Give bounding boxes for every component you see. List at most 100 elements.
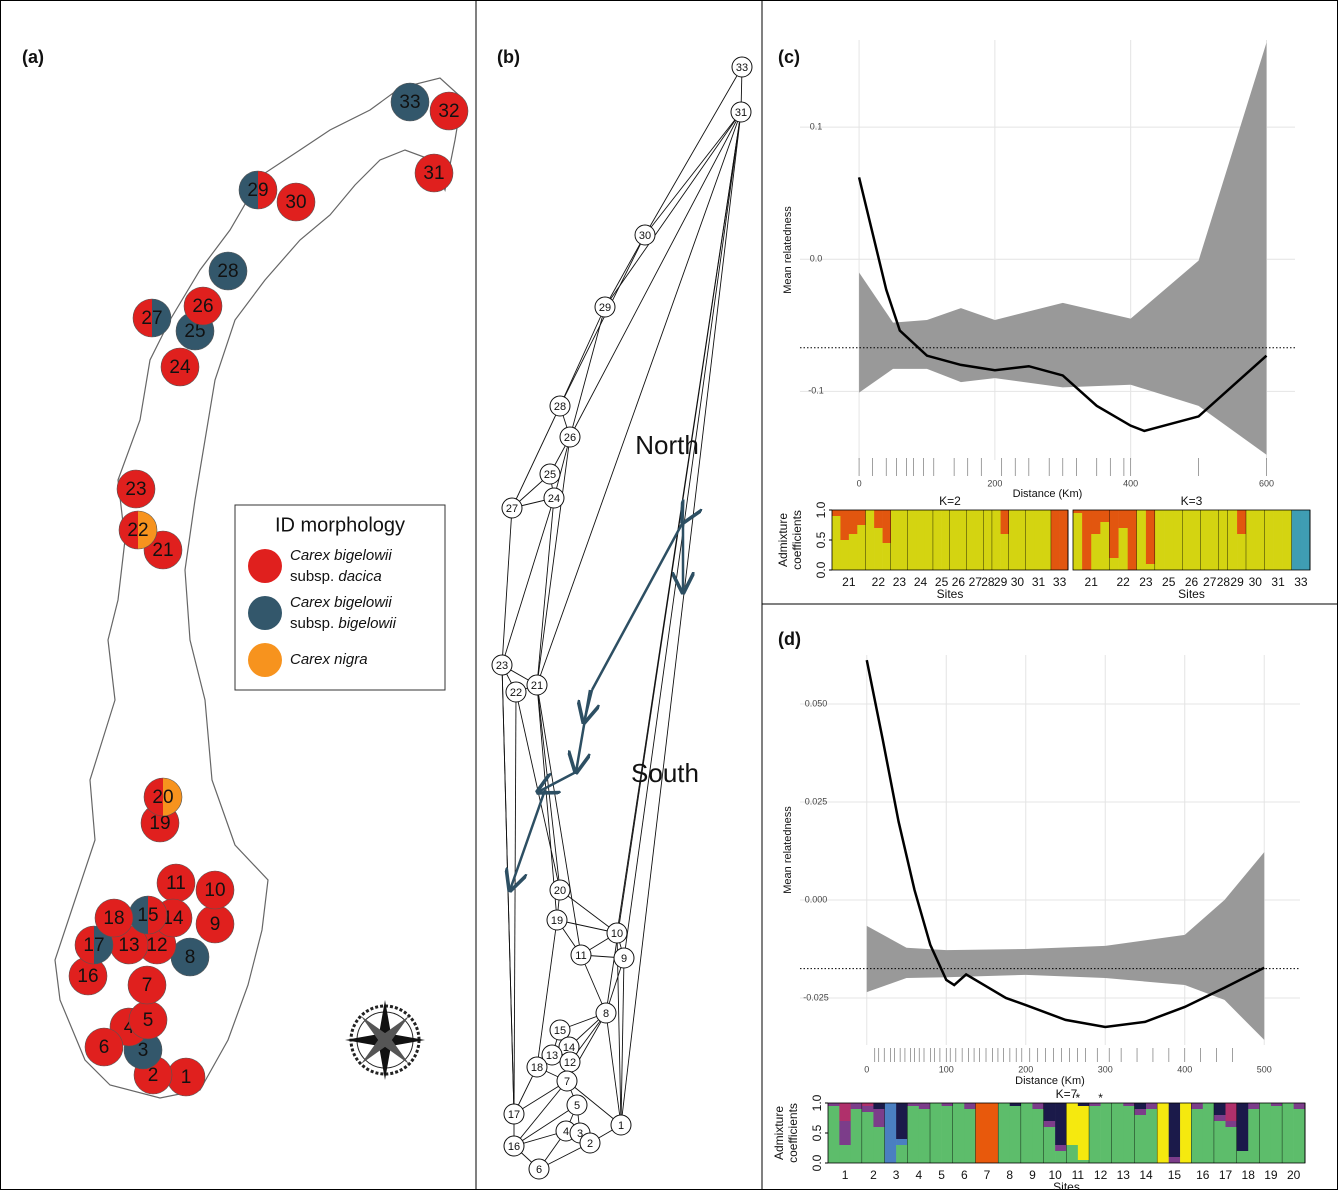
x-axis-label: Sites	[1178, 587, 1205, 601]
site-label: 17	[83, 935, 104, 956]
admixture-segment	[1226, 1121, 1238, 1127]
admixture-segment	[1192, 510, 1201, 570]
node-label: 29	[599, 302, 611, 314]
node-label: 2	[587, 1138, 593, 1150]
admixture-segment	[1032, 1103, 1044, 1109]
admixture-segment	[1078, 1106, 1090, 1160]
admixture-segment	[1100, 522, 1109, 570]
network-edges	[502, 67, 742, 1169]
admixture-segment	[883, 510, 892, 543]
admixture-segment	[885, 1103, 897, 1163]
admixture-segment	[1001, 510, 1010, 534]
admixture-segment	[1128, 510, 1137, 570]
site-label: 22	[872, 575, 886, 589]
admixture-segment	[1237, 1151, 1249, 1163]
x-tick-label: 400	[1177, 1064, 1192, 1074]
admixture-segment	[1301, 510, 1310, 570]
admixture-segment	[964, 1109, 976, 1163]
admixture-segment	[1155, 510, 1164, 570]
panel-label: (c)	[778, 47, 800, 67]
admixture-segment	[1219, 510, 1228, 570]
site-label: 27	[1203, 575, 1217, 589]
x-tick-label: 100	[939, 1064, 954, 1074]
admixture-segment	[1055, 1145, 1067, 1151]
admixture-segment	[1109, 558, 1118, 570]
y-tick-label: 0.025	[805, 796, 828, 806]
admixture-segment	[1021, 1103, 1033, 1163]
legend-rank: subsp.	[290, 568, 334, 585]
admixture-segment	[1169, 1157, 1181, 1163]
node-label: 24	[548, 493, 560, 505]
site-label: 33	[1294, 575, 1308, 589]
legend-subspecies: dacica	[338, 568, 381, 585]
admixture-segment	[849, 534, 858, 570]
admixture-segment	[896, 1139, 908, 1145]
node-label: 7	[564, 1076, 570, 1088]
node-label: 6	[536, 1164, 542, 1176]
admixture-segment	[1009, 510, 1018, 570]
network-edge	[606, 112, 741, 1013]
y-tick-label: 0.050	[805, 698, 828, 708]
y-tick-label: -0.1	[808, 386, 824, 396]
legend-subspecies: bigelowii	[338, 615, 396, 632]
site-label: 15	[1168, 1168, 1182, 1182]
admixture-title: K=2	[939, 494, 961, 508]
x-tick-label: 500	[1257, 1064, 1272, 1074]
admixture-segment	[1055, 1103, 1067, 1145]
y-tick-label: 0.1	[810, 122, 823, 132]
admixture-segment	[1091, 534, 1100, 570]
admixture-segment	[1248, 1103, 1260, 1109]
admixture-segment	[1044, 1127, 1056, 1163]
admixture-segment	[1044, 1121, 1056, 1127]
legend-marker	[248, 549, 282, 583]
site-label: 2	[870, 1168, 877, 1182]
admixture-segment	[1017, 510, 1026, 570]
admixture-segment	[925, 510, 934, 570]
admixture-segment	[891, 510, 900, 570]
admixture-segment	[942, 1103, 954, 1106]
x-tick-label: 600	[1259, 478, 1274, 488]
site-label: 15	[137, 905, 158, 926]
site-label: 29	[247, 180, 268, 201]
admixture-segment	[883, 543, 892, 570]
admixture-segment	[1078, 1160, 1090, 1163]
admixture-segment	[828, 1103, 840, 1106]
node-label: 31	[735, 107, 747, 119]
site-label: 18	[103, 908, 124, 929]
admixture-segment	[896, 1103, 908, 1139]
network-edge	[605, 235, 645, 307]
legend-marker	[248, 643, 282, 677]
site-label: 19	[149, 813, 170, 834]
admixture-segment	[1055, 1151, 1067, 1163]
site-label: 7	[142, 975, 153, 996]
admixture-segment	[896, 1145, 908, 1163]
admixture-segment	[1123, 1103, 1135, 1106]
legend-marker	[248, 596, 282, 630]
admixture-segment	[1073, 510, 1082, 513]
admixture-segment	[958, 510, 967, 570]
panel-label: (a)	[22, 47, 44, 67]
network-edge	[621, 112, 741, 1125]
site-label: 32	[438, 101, 459, 122]
admixture-segment	[1210, 510, 1219, 570]
admixture-segment	[873, 1109, 885, 1127]
admixture-segment	[862, 1103, 874, 1106]
site-label: 21	[842, 575, 856, 589]
admixture-segment	[1274, 510, 1283, 570]
admixture-segment	[1123, 1106, 1135, 1163]
admixture-segment	[1060, 510, 1069, 570]
network-edge	[537, 112, 741, 685]
admixture-segment	[1237, 510, 1246, 534]
admixture-segment	[1135, 1103, 1147, 1109]
node-label: 4	[563, 1126, 569, 1138]
admixture-segment	[840, 540, 849, 570]
legend-species: Carex bigelowii	[290, 594, 392, 611]
node-label: 17	[508, 1109, 520, 1121]
admixture-segment	[851, 1109, 863, 1163]
admixture-segment	[916, 510, 925, 570]
admixture-segment	[930, 1103, 942, 1163]
y-axis-label: coefficients	[786, 1103, 800, 1163]
admixture-segment	[1135, 1109, 1147, 1115]
y-axis-label: Mean relatedness	[782, 806, 794, 894]
y-tick-label: 0.5	[810, 1124, 824, 1141]
